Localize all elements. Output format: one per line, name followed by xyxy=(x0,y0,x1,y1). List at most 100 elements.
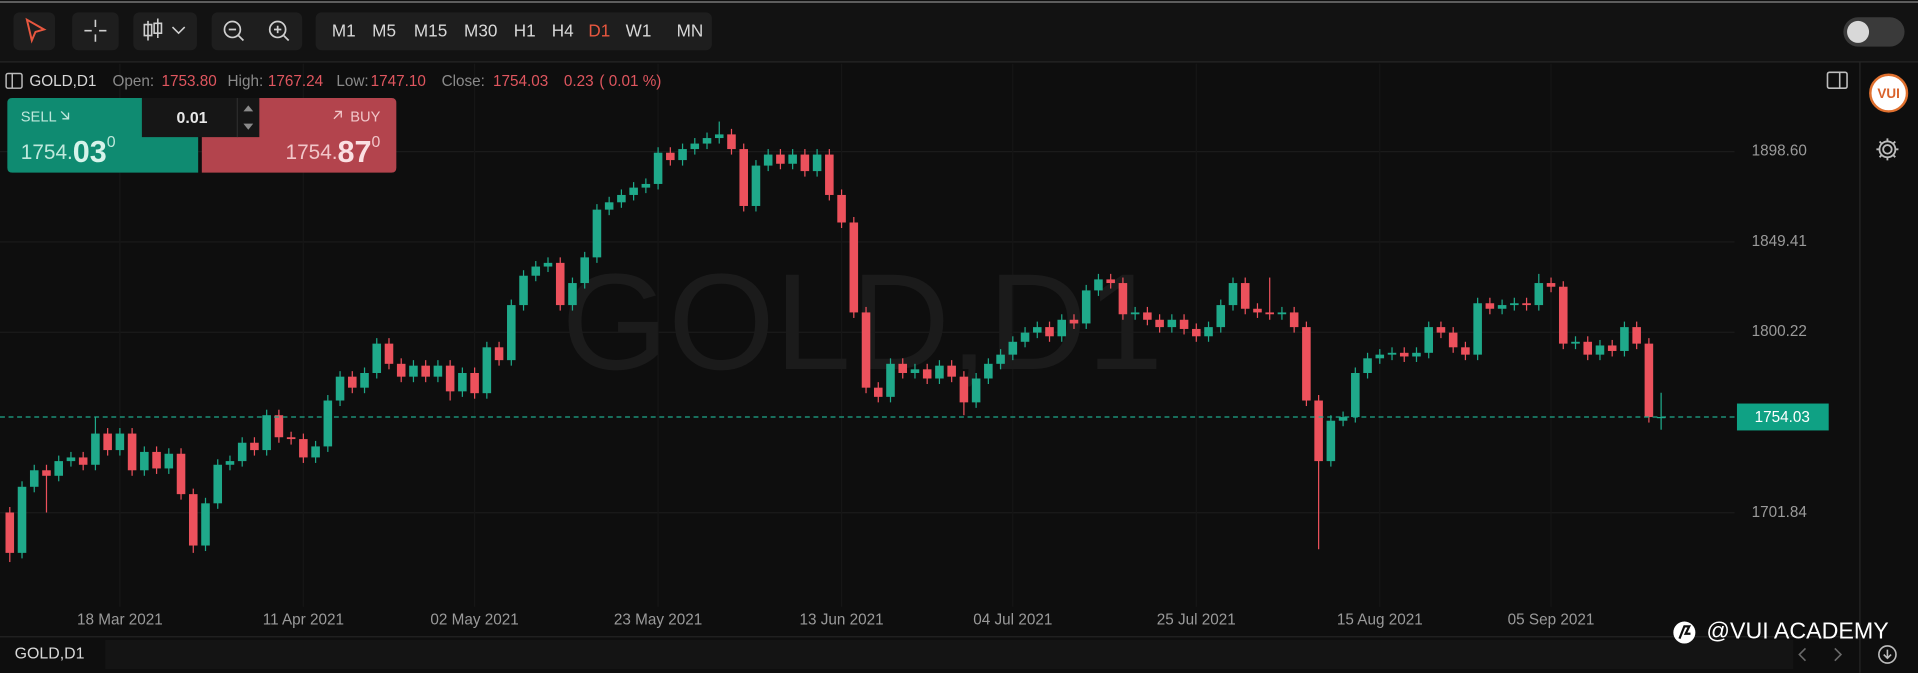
scrollbar[interactable] xyxy=(105,639,1794,670)
timeframe-button[interactable]: H1 xyxy=(514,21,536,40)
timeframe-button[interactable]: MN xyxy=(677,21,704,40)
candle-body xyxy=(201,503,210,546)
buy-label: BUY xyxy=(350,109,380,125)
timeframe-button[interactable]: M1 xyxy=(332,21,356,40)
timeframe-button[interactable]: M5 xyxy=(372,21,396,40)
candle-body xyxy=(519,275,528,306)
pointer-button[interactable] xyxy=(13,12,56,51)
candle-body xyxy=(898,363,908,373)
chart-type-icon xyxy=(143,18,186,41)
brand-watermark: @VUI ACADEMY xyxy=(1706,618,1888,644)
candle-body xyxy=(714,134,724,139)
candle-body xyxy=(886,363,895,397)
candle-body xyxy=(861,312,871,388)
brand-icon xyxy=(1673,621,1696,644)
candle-body xyxy=(409,365,418,377)
scroll-arrows[interactable] xyxy=(1798,647,1843,662)
change-percent: ( 0.01 %) xyxy=(599,73,661,90)
candle-body xyxy=(935,365,944,379)
candle-body xyxy=(910,369,920,373)
candle-body xyxy=(115,433,125,451)
plot xyxy=(0,121,1735,563)
candle-body xyxy=(348,376,357,388)
zoom-out[interactable] xyxy=(223,20,245,42)
candle-body xyxy=(1326,420,1336,462)
buy-arrow xyxy=(333,110,342,120)
candle-body xyxy=(702,138,712,144)
y-tick-label: 1701.84 xyxy=(1752,504,1808,521)
y-tick-label: 1898.60 xyxy=(1752,143,1807,160)
logo-text: VUI xyxy=(1877,86,1899,101)
candle-body xyxy=(971,378,981,403)
candle-body xyxy=(825,154,834,195)
candle-body xyxy=(1167,319,1177,328)
sell-arrow xyxy=(60,110,70,120)
candle-body xyxy=(531,266,541,276)
candle-body xyxy=(176,453,186,495)
candle-body xyxy=(984,363,993,379)
candle-body xyxy=(445,365,455,392)
timeframe-button[interactable]: M15 xyxy=(414,21,447,40)
candle-body xyxy=(494,347,504,361)
x-tick-label: 23 May 2021 xyxy=(614,611,702,628)
x-tick-label: 05 Sep 2021 xyxy=(1508,611,1595,628)
candle-body xyxy=(262,415,271,451)
settings-icon[interactable] xyxy=(1876,138,1899,161)
candle-body xyxy=(1228,283,1238,306)
candle-body xyxy=(66,457,76,462)
candle-body xyxy=(335,376,345,401)
footer: GOLD,D1 @VUI ACADEMY xyxy=(0,618,1897,670)
candle-body xyxy=(629,187,638,195)
candle-body xyxy=(849,222,859,313)
candle-body xyxy=(396,363,406,377)
candle-body xyxy=(690,143,700,150)
candle-body xyxy=(1644,343,1654,418)
timeframe-button[interactable]: H4 xyxy=(552,21,574,40)
timeframe-button[interactable]: D1 xyxy=(588,21,610,40)
candle-body xyxy=(1595,345,1605,355)
candle-body xyxy=(482,347,492,394)
candle-body xyxy=(666,152,675,161)
candle-body xyxy=(947,365,956,377)
sell-price-main: 1754. xyxy=(21,142,73,165)
candle-body xyxy=(1436,327,1446,333)
logo[interactable] xyxy=(1869,73,1909,113)
volume-stepper[interactable] xyxy=(243,105,254,130)
candle-body xyxy=(1081,290,1091,324)
candle-body xyxy=(1216,305,1226,328)
candle-body xyxy=(384,343,394,364)
crosshair-icon xyxy=(84,19,107,42)
x-tick-label: 02 May 2021 xyxy=(430,611,518,628)
candle-body xyxy=(213,464,223,504)
candle-body xyxy=(1069,319,1079,324)
volume-box[interactable] xyxy=(141,97,260,138)
candle-body xyxy=(580,257,589,284)
candle-body xyxy=(237,442,247,462)
candle-body xyxy=(1558,286,1568,344)
zoom-in[interactable] xyxy=(268,20,290,42)
candle-body xyxy=(678,149,687,161)
candle-body xyxy=(1351,372,1360,418)
candle-body xyxy=(164,453,174,469)
panel-icon[interactable] xyxy=(1826,71,1848,89)
current-price-label: 1754.03 xyxy=(1755,409,1810,426)
open-label: Open: xyxy=(113,73,155,90)
x-tick-label: 11 Apr 2021 xyxy=(263,611,344,628)
candle-body xyxy=(458,372,467,392)
candle-body xyxy=(5,512,15,553)
crosshair-button[interactable] xyxy=(72,12,119,51)
candle-body xyxy=(1583,341,1593,355)
candle-body xyxy=(1620,327,1629,351)
candle-body xyxy=(1399,352,1409,357)
scroll-end-icon[interactable] xyxy=(1878,645,1897,664)
candle-body xyxy=(1106,279,1115,284)
candle-body xyxy=(1412,352,1421,357)
candle-body xyxy=(1534,283,1544,306)
candle-body xyxy=(360,372,369,388)
candle-body xyxy=(1057,319,1067,337)
timeframe-button[interactable]: W1 xyxy=(626,21,652,40)
candle-body xyxy=(1240,283,1250,309)
sell-price-sup: 0 xyxy=(107,134,116,151)
timeframe-button[interactable]: M30 xyxy=(464,21,497,40)
chart-type-button[interactable] xyxy=(133,12,197,51)
